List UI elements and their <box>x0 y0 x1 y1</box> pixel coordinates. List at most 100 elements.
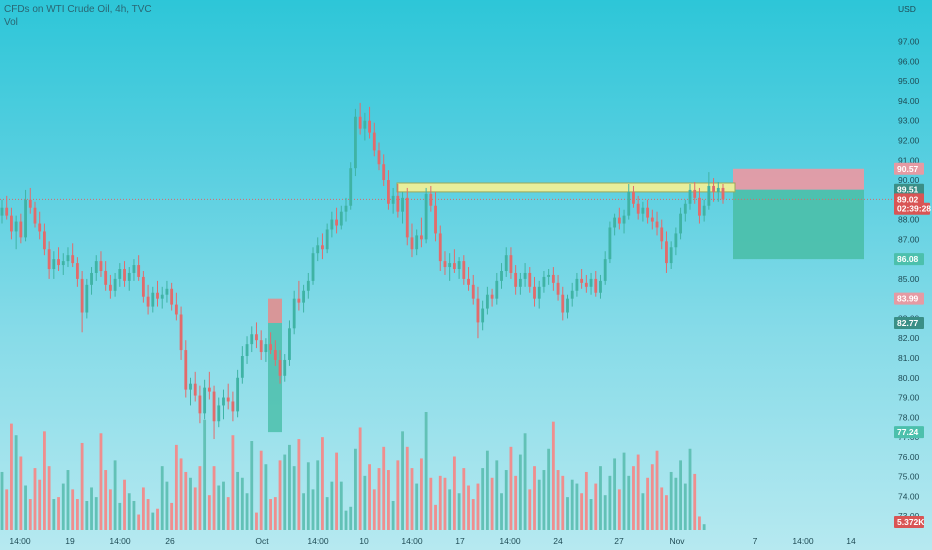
volume-bar <box>316 460 320 530</box>
candle-body <box>273 350 277 360</box>
candle-body <box>250 334 254 345</box>
candle-body <box>500 270 503 281</box>
candle-body <box>443 261 447 268</box>
candle-body <box>132 265 136 273</box>
volume-bar <box>259 450 263 530</box>
candle-body <box>57 259 60 266</box>
candle-body <box>94 261 98 273</box>
price-tick-label: 78.00 <box>898 412 920 422</box>
price-tag-label: 5.372K <box>897 517 925 527</box>
volume-bar <box>292 466 296 530</box>
volume-bar <box>363 475 367 530</box>
volume-bar <box>66 470 70 530</box>
candle-body <box>226 397 230 402</box>
volume-bar <box>387 470 390 530</box>
volume-bar <box>33 468 37 530</box>
candle-body <box>457 261 461 270</box>
volume-bar <box>212 466 216 530</box>
candle-body <box>636 203 640 214</box>
candle-body <box>255 334 258 341</box>
volume-bar <box>650 464 654 530</box>
volume-bar <box>438 475 442 530</box>
volume-bar <box>547 448 551 530</box>
volume-bar <box>702 524 706 530</box>
candle-body <box>721 187 725 200</box>
candle-body <box>377 150 381 165</box>
candle-body <box>683 203 687 214</box>
price-tag-label: 77.24 <box>897 427 919 437</box>
volume-bar <box>137 514 141 530</box>
candle-body <box>292 298 296 329</box>
candle-body <box>104 270 108 285</box>
volume-bar <box>146 499 150 530</box>
candle-body <box>495 280 499 299</box>
candle-body <box>382 164 386 181</box>
volume-bar <box>10 423 13 530</box>
volume-bar <box>424 412 428 530</box>
volume-bar <box>490 477 494 530</box>
price-tag-stop <box>894 162 924 175</box>
candle-body <box>156 292 159 299</box>
volume-bar <box>636 454 640 530</box>
volume-bar <box>80 442 84 530</box>
candle-body <box>184 350 188 390</box>
price-tag-label: 83.99 <box>897 294 919 304</box>
volume-bar <box>561 475 565 530</box>
time-tick-label: 10 <box>359 536 369 546</box>
volume-bar <box>608 475 612 530</box>
candle-body <box>547 274 551 277</box>
candle-body <box>589 278 593 287</box>
candle-body <box>452 263 456 270</box>
candle-body <box>679 213 683 234</box>
volume-bar <box>570 479 574 530</box>
resistance-zone <box>396 182 736 193</box>
candle-body <box>669 247 673 264</box>
volume-bar <box>170 502 174 530</box>
volume-bar <box>198 466 202 530</box>
price-tick-label: 74.00 <box>898 491 920 501</box>
volume-bar <box>141 487 145 530</box>
volume-bar <box>264 464 268 530</box>
price-tag-target <box>894 253 924 266</box>
candle-body <box>523 272 527 279</box>
candle-body <box>650 217 654 222</box>
volume-bar <box>542 470 546 530</box>
volume-bar <box>683 483 687 530</box>
candle-body <box>288 328 291 360</box>
price-tag-label: 90.57 <box>897 164 919 174</box>
volume-bar <box>19 456 23 530</box>
volume-bar <box>514 475 518 530</box>
candle-body <box>61 261 65 266</box>
volume-bar <box>485 450 489 530</box>
candle-body <box>514 272 518 287</box>
volume-bar <box>377 468 381 530</box>
candle-body <box>231 401 235 412</box>
volume-bar <box>556 470 560 530</box>
candle-body <box>127 272 131 281</box>
volume-bar <box>236 471 240 530</box>
candle-body <box>198 395 202 414</box>
currency-label: USD <box>898 4 916 14</box>
volume-bar <box>599 466 602 530</box>
candle-body <box>151 292 155 307</box>
volume-bar <box>75 499 79 530</box>
candle-body <box>349 168 353 206</box>
volume-bar <box>584 471 588 530</box>
candle-body <box>212 391 216 422</box>
volume-bar <box>419 458 423 530</box>
candle-body <box>5 207 9 216</box>
candle-body <box>75 263 79 279</box>
candle-body <box>424 193 428 240</box>
volume-bar <box>71 489 75 530</box>
time-tick-label: 14:00 <box>307 536 329 546</box>
volume-bar <box>184 471 188 530</box>
volume-bar <box>226 497 230 530</box>
price-tag-last <box>894 193 924 206</box>
volume-bar <box>297 439 301 530</box>
candle-body <box>570 290 574 299</box>
candle-body <box>90 272 93 285</box>
volume-bar <box>452 456 456 530</box>
price-tag-level <box>894 426 924 439</box>
